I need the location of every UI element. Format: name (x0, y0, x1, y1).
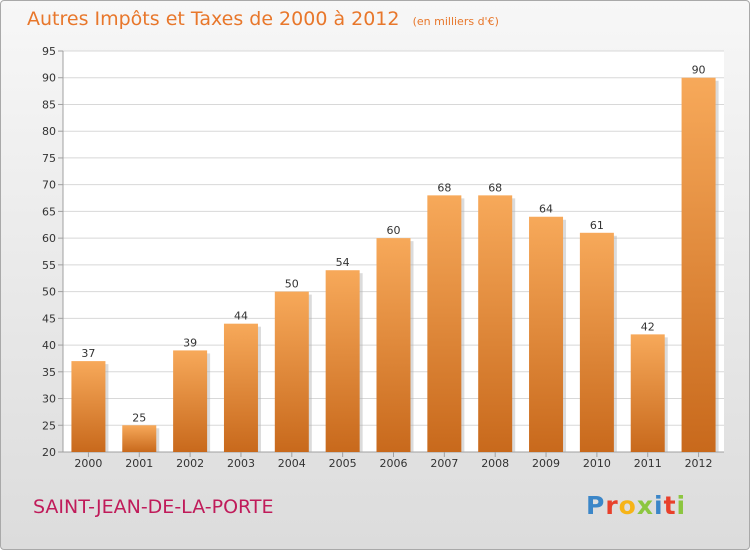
data-label: 61 (590, 219, 604, 232)
x-tick-label: 2006 (380, 457, 408, 470)
bar-2012 (681, 77, 716, 452)
data-label: 68 (488, 181, 502, 194)
location-name: SAINT-JEAN-DE-LA-PORTE (33, 496, 274, 518)
chart-subtitle: (en milliers d'€) (412, 15, 499, 28)
y-tick-label: 60 (42, 232, 56, 245)
x-tick-label: 2009 (532, 457, 560, 470)
x-tick-label: 2000 (74, 457, 102, 470)
data-label: 37 (81, 347, 95, 360)
logo-letter: i (654, 491, 664, 520)
y-tick-label: 65 (42, 205, 56, 218)
y-tick-label: 70 (42, 179, 56, 192)
y-tick-label: 55 (42, 259, 56, 272)
bar-2007 (427, 195, 462, 453)
y-tick-label: 95 (42, 45, 56, 58)
bar-2001 (122, 425, 157, 452)
bar-2004 (274, 291, 309, 452)
data-label: 90 (692, 64, 706, 77)
y-tick-label: 85 (42, 98, 56, 111)
data-label: 60 (387, 224, 401, 237)
logo-letter: t (663, 491, 677, 520)
logo-letter: i (676, 491, 687, 520)
proxiti-logo: Proxiti (586, 491, 686, 520)
x-tick-label: 2003 (227, 457, 255, 470)
x-tick-label: 2005 (329, 457, 357, 470)
bar-2006 (376, 238, 411, 452)
y-tick-label: 35 (42, 366, 56, 379)
x-tick-label: 2004 (278, 457, 306, 470)
y-tick-label: 50 (42, 286, 56, 299)
y-tick-label: 30 (42, 393, 56, 406)
title-row: Autres Impôts et Taxes de 2000 à 2012 (e… (27, 8, 499, 30)
logo-letter: x (636, 491, 654, 520)
y-tick-label: 45 (42, 312, 56, 325)
y-tick-label: 20 (42, 446, 56, 459)
bar-2000 (71, 361, 106, 452)
data-label: 68 (437, 181, 451, 194)
bar-2002 (173, 350, 208, 452)
x-tick-label: 2007 (430, 457, 458, 470)
logo-letter: r (605, 491, 619, 520)
data-label: 64 (539, 203, 553, 216)
data-label: 54 (336, 256, 350, 269)
y-tick-label: 90 (42, 72, 56, 85)
x-tick-label: 2001 (125, 457, 153, 470)
data-label: 44 (234, 310, 248, 323)
y-tick-label: 25 (42, 419, 56, 432)
x-tick-label: 2002 (176, 457, 204, 470)
y-tick-label: 80 (42, 125, 56, 138)
y-tick-label: 75 (42, 152, 56, 165)
x-tick-label: 2008 (481, 457, 509, 470)
x-tick-label: 2011 (634, 457, 662, 470)
x-tick-label: 2010 (583, 457, 611, 470)
y-tick-label: 40 (42, 339, 56, 352)
bar-2010 (579, 232, 614, 452)
data-label: 39 (183, 336, 197, 349)
bar-2005 (325, 270, 360, 452)
bar-2011 (630, 334, 665, 452)
chart-title: Autres Impôts et Taxes de 2000 à 2012 (27, 8, 400, 30)
logo-letter: P (586, 491, 606, 520)
logo-letter: o (618, 491, 637, 520)
bar-2003 (223, 323, 258, 452)
bar-2009 (529, 216, 564, 452)
x-tick-label: 2012 (685, 457, 713, 470)
data-label: 50 (285, 278, 299, 291)
data-label: 42 (641, 320, 655, 333)
data-label: 25 (132, 411, 146, 424)
bar-2008 (478, 195, 513, 453)
